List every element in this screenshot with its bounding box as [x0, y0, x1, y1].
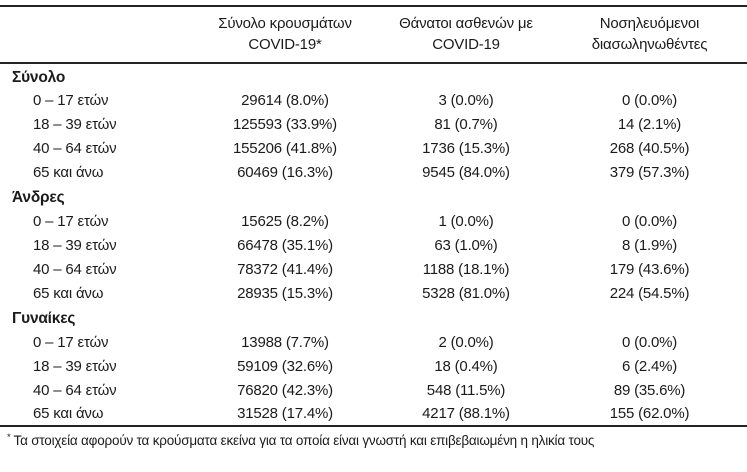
age-group-label: 18 – 39 ετών [33, 236, 117, 254]
deaths-cell: 9545 (84.0%) [422, 163, 510, 181]
column-header-intubated-line2: διασωληνωθέντες [591, 36, 708, 53]
intubated-cell: 155 (62.0%) [609, 405, 690, 422]
table-row: 40 – 64 ετών 78372 (41.4%) 1188 (18.1%) … [0, 257, 747, 281]
deaths-cell: 4217 (88.1%) [422, 405, 510, 422]
age-group-label: 40 – 64 ετών [33, 139, 117, 157]
intubated-cell: 89 (35.6%) [613, 381, 686, 399]
table-row: 40 – 64 ετών 155206 (41.8%) 1736 (15.3%)… [0, 136, 747, 160]
table-row: 65 και άνω 28935 (15.3%) 5328 (81.0%) 22… [0, 281, 747, 305]
table-row: 0 – 17 ετών 15625 (8.2%) 1 (0.0%) 0 (0.0… [0, 209, 747, 233]
intubated-cell: 0 (0.0%) [621, 91, 678, 109]
age-group-label: 18 – 39 ετών [33, 115, 117, 133]
cases-cell: 13988 (7.7%) [241, 333, 329, 351]
age-group-label: 0 – 17 ετών [33, 91, 109, 109]
column-header-intubated-line1: Νοσηλευόμενοι [599, 15, 700, 32]
deaths-cell: 5328 (81.0%) [422, 284, 510, 302]
table-row: 0 – 17 ετών 13988 (7.7%) 2 (0.0%) 0 (0.0… [0, 330, 747, 354]
section-row-men: Άνδρες [0, 184, 747, 209]
intubated-cell: 0 (0.0%) [621, 333, 678, 351]
intubated-cell: 8 (1.9%) [621, 236, 678, 254]
deaths-cell: 548 (11.5%) [426, 381, 506, 399]
cases-cell: 15625 (8.2%) [241, 212, 329, 230]
intubated-cell: 14 (2.1%) [617, 115, 682, 133]
deaths-cell: 1 (0.0%) [438, 212, 494, 230]
column-header-deaths-line1: Θάνατοι ασθενών με [399, 15, 533, 32]
deaths-cell: 1188 (18.1%) [422, 260, 510, 278]
age-group-label: 18 – 39 ετών [33, 357, 117, 375]
cases-cell: 125593 (33.9%) [233, 115, 337, 133]
table-row: 40 – 64 ετών 76820 (42.3%) 548 (11.5%) 8… [0, 378, 747, 402]
age-group-label: 65 και άνω [33, 284, 104, 302]
footnote-asterisk: * [7, 431, 11, 443]
age-group-label: 0 – 17 ετών [33, 333, 109, 351]
deaths-cell: 63 (1.0%) [434, 236, 498, 254]
column-header-cases: Σύνολο κρουσμάτων COVID-19* [190, 6, 380, 64]
section-row-women: Γυναίκες [0, 305, 747, 330]
section-row-total: Σύνολο [0, 63, 747, 88]
intubated-cell: 379 (57.3%) [609, 163, 690, 181]
intubated-cell: 224 (54.5%) [609, 284, 690, 302]
table-row: 18 – 39 ετών 59109 (32.6%) 18 (0.4%) 6 (… [0, 354, 747, 378]
cases-cell: 76820 (42.3%) [237, 381, 333, 399]
deaths-cell: 3 (0.0%) [438, 91, 494, 109]
cases-cell: 28935 (15.3%) [237, 284, 333, 302]
column-header-deaths: Θάνατοι ασθενών με COVID-19 [380, 6, 552, 64]
intubated-cell: 179 (43.6%) [609, 260, 690, 278]
footnote-text: Τα στοιχεία αφορούν τα κρούσματα εκείνα … [13, 433, 595, 448]
deaths-cell: 81 (0.7%) [434, 115, 498, 133]
cases-cell: 59109 (32.6%) [237, 357, 333, 375]
cases-cell: 31528 (17.4%) [237, 405, 333, 422]
deaths-cell: 18 (0.4%) [434, 357, 498, 375]
covid-age-statistics-table: Σύνολο κρουσμάτων COVID-19* Θάνατοι ασθε… [0, 5, 747, 427]
section-title-total: Σύνολο [12, 68, 66, 86]
table-row: 65 και άνω 31528 (17.4%) 4217 (88.1%) 15… [0, 402, 747, 426]
table-row: 65 και άνω 60469 (16.3%) 9545 (84.0%) 37… [0, 160, 747, 184]
section-title-women: Γυναίκες [12, 310, 76, 327]
age-group-label: 65 και άνω [33, 405, 104, 422]
cases-cell: 66478 (35.1%) [237, 236, 333, 254]
deaths-cell: 2 (0.0%) [438, 333, 494, 351]
cases-cell: 155206 (41.8%) [233, 139, 337, 157]
cases-cell: 29614 (8.0%) [241, 91, 329, 109]
age-group-label: 40 – 64 ετών [33, 260, 117, 278]
age-group-label: 0 – 17 ετών [33, 212, 109, 230]
intubated-cell: 6 (2.4%) [621, 357, 678, 375]
column-header-intubated: Νοσηλευόμενοι διασωληνωθέντες [552, 6, 747, 64]
cases-cell: 78372 (41.4%) [237, 260, 333, 278]
column-header-cases-line1: Σύνολο κρουσμάτων [218, 15, 352, 32]
header-row: Σύνολο κρουσμάτων COVID-19* Θάνατοι ασθε… [0, 6, 747, 64]
table-footnote: * Τα στοιχεία αφορούν τα κρούσματα εκείνα… [0, 427, 747, 448]
intubated-cell: 268 (40.5%) [609, 139, 690, 157]
age-group-label: 65 και άνω [33, 163, 104, 181]
table-row: 0 – 17 ετών 29614 (8.0%) 3 (0.0%) 0 (0.0… [0, 88, 747, 112]
table-row: 18 – 39 ετών 125593 (33.9%) 81 (0.7%) 14… [0, 112, 747, 136]
cases-cell: 60469 (16.3%) [237, 163, 333, 181]
age-group-label: 40 – 64 ετών [33, 381, 117, 399]
column-header-cases-line2: COVID-19* [248, 36, 322, 53]
column-header-age-group [0, 6, 190, 64]
deaths-cell: 1736 (15.3%) [422, 139, 510, 157]
intubated-cell: 0 (0.0%) [621, 212, 678, 230]
table-row: 18 – 39 ετών 66478 (35.1%) 63 (1.0%) 8 (… [0, 233, 747, 257]
column-header-deaths-line2: COVID-19 [432, 36, 500, 53]
section-title-men: Άνδρες [12, 189, 65, 206]
